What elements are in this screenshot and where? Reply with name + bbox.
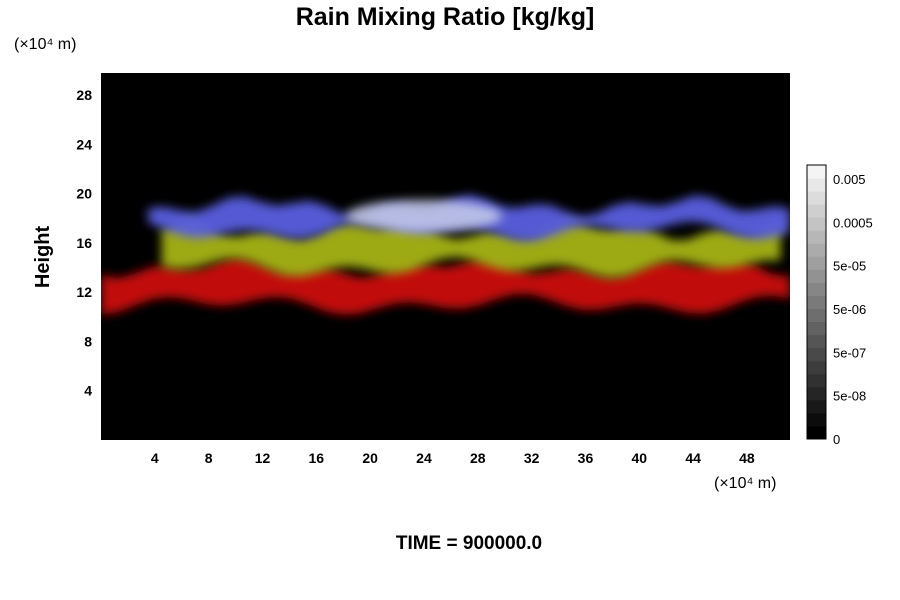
- colorbar-segment: [807, 191, 826, 205]
- colorbar-segment: [807, 347, 826, 362]
- x-tick-label: 12: [255, 450, 271, 466]
- colorbar-tick-label: 0: [833, 432, 840, 447]
- y-tick-label: 16: [76, 235, 92, 251]
- colorbar-tick-label: 5e-06: [833, 302, 866, 317]
- colorbar-segment: [807, 178, 826, 192]
- x-tick-label: 16: [309, 450, 325, 466]
- colorbar-segment: [807, 282, 826, 296]
- colorbar-segment: [807, 386, 826, 401]
- colorbar-segment: [807, 334, 826, 349]
- colorbar-segment: [807, 269, 826, 283]
- y-unit-label: (×10⁴ m): [14, 36, 76, 53]
- colorbar-segment: [807, 425, 826, 440]
- x-tick-label: 40: [631, 450, 647, 466]
- chart-title: Rain Mixing Ratio [kg/kg]: [296, 3, 595, 31]
- colorbar-segment: [807, 165, 826, 179]
- colorbar-tick-label: 5e-05: [833, 259, 866, 274]
- colorbar-segment: [807, 360, 826, 375]
- y-tick-label: 24: [76, 136, 92, 152]
- y-tick-label: 20: [76, 186, 92, 202]
- y-axis-ticks: 4 8 12 16 20 24 28: [76, 87, 92, 399]
- x-tick-label: 44: [685, 450, 701, 466]
- y-tick-label: 8: [84, 333, 92, 349]
- x-tick-label: 20: [362, 450, 378, 466]
- y-tick-label: 12: [76, 284, 92, 300]
- colorbar-segment: [807, 230, 826, 244]
- x-tick-label: 8: [205, 450, 213, 466]
- colorbar-tick-label: 5e-07: [833, 345, 866, 360]
- time-label: TIME = 900000.0: [396, 533, 542, 554]
- x-tick-label: 4: [151, 450, 159, 466]
- x-tick-label: 28: [470, 450, 486, 466]
- colorbar-segment: [807, 204, 826, 218]
- band-highlight: [345, 199, 502, 232]
- colorbar-tick-label: 5e-08: [833, 389, 866, 404]
- colorbar-segment: [807, 243, 826, 257]
- colorbar-ticks: 0.005 0.0005 5e-05 5e-06 5e-07 5e-08 0: [833, 172, 873, 447]
- colorbar-segment: [807, 321, 826, 336]
- y-tick-label: 28: [76, 87, 92, 103]
- colorbar-segment: [807, 295, 826, 310]
- colorbar-frame: [806, 164, 827, 440]
- colorbar-segment: [807, 308, 826, 323]
- colorbar-segment: [807, 399, 826, 414]
- x-tick-label: 36: [578, 450, 594, 466]
- x-tick-label: 48: [739, 450, 755, 466]
- rain-field: [101, 194, 790, 316]
- colorbar-segment: [807, 373, 826, 388]
- colorbar-tick-label: 0.005: [833, 172, 866, 187]
- colorbar: [806, 164, 827, 440]
- y-axis-label: Height: [32, 226, 54, 289]
- colorbar-segment: [807, 412, 826, 427]
- x-axis-ticks: 4 8 12 16 20 24 28 32 36 40 44 48: [151, 450, 755, 466]
- y-tick-label: 4: [84, 383, 92, 399]
- x-unit-label: (×10⁴ m): [714, 475, 776, 492]
- x-tick-label: 32: [524, 450, 540, 466]
- x-tick-label: 24: [416, 450, 432, 466]
- colorbar-segment: [807, 256, 826, 270]
- colorbar-tick-label: 0.0005: [833, 215, 873, 230]
- colorbar-segment: [807, 217, 826, 231]
